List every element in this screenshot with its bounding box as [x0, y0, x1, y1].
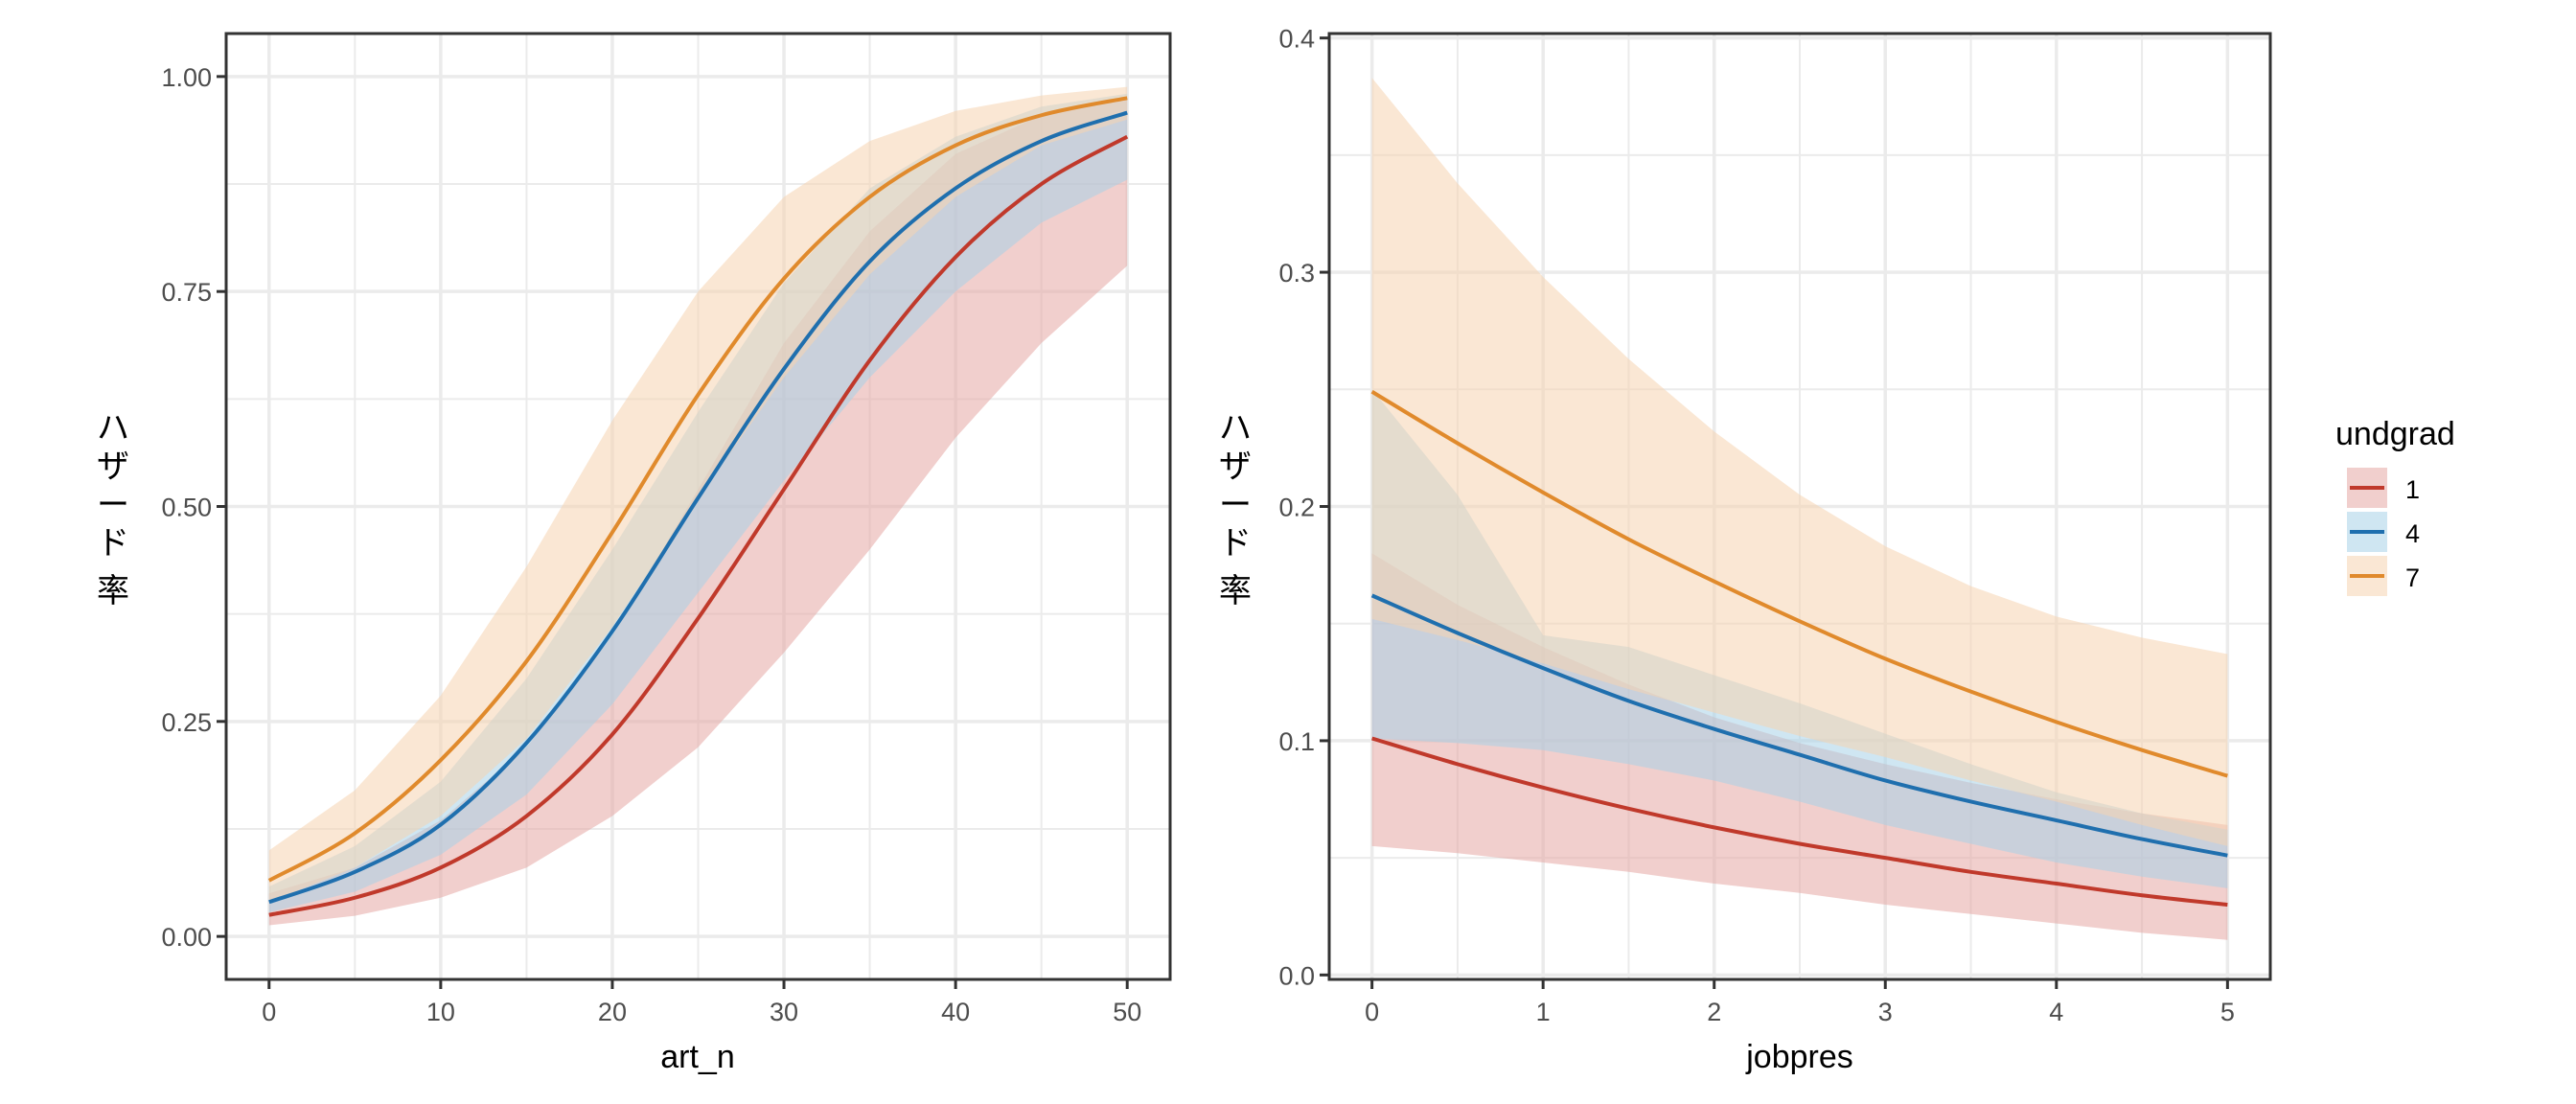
left-y-tick-label: 0.75: [161, 278, 212, 307]
left-x-tick-label: 30: [770, 998, 798, 1026]
left-x-tick-label: 20: [598, 998, 627, 1026]
legend-label: 7: [2405, 564, 2420, 592]
left-ylabel-char-2: ザ: [97, 448, 129, 486]
left-ci-ribbon-undgrad-4: [268, 93, 1128, 913]
legend-item-1: 1: [2347, 468, 2420, 508]
right-y-tick-label: 0.3: [1278, 259, 1315, 288]
right-ylabel-char-3: ー: [1219, 486, 1252, 524]
left-ylabel-char-4: ド: [97, 524, 129, 563]
right-x-tick-label: 5: [2220, 998, 2235, 1026]
legend-item-7: 7: [2347, 556, 2420, 596]
right-ci-ribbon-undgrad-7: [1371, 78, 2228, 846]
right-line-undgrad-7: [1370, 390, 2228, 778]
left-panel: 0 10 20 30 40 50 0.00 0.25 0.50 0.75 1.00: [161, 32, 1172, 1026]
right-x-tick-label: 3: [1878, 998, 1893, 1026]
legend-title: undgrad: [2335, 416, 2455, 452]
left-x-axis-title: art_n: [660, 1039, 735, 1075]
right-ylabel-char-4: ド: [1219, 524, 1252, 563]
left-y-tick-label: 0.25: [161, 708, 212, 737]
right-y-tick-label: 0.1: [1278, 727, 1315, 756]
right-y-tick-label: 0.2: [1278, 494, 1315, 522]
legend-label: 4: [2405, 519, 2420, 548]
left-x-tick-label: 50: [1113, 998, 1141, 1026]
right-line-undgrad-1: [1371, 736, 2228, 908]
legend-label: 1: [2405, 475, 2420, 504]
left-line-undgrad-7: [267, 96, 1128, 883]
right-line-undgrad-4: [1370, 593, 2228, 858]
left-line-undgrad-1: [268, 134, 1129, 917]
right-y-tick-label: 0.4: [1278, 25, 1315, 54]
left-x-tick-label: 0: [262, 998, 276, 1026]
right-x-tick-label: 0: [1365, 998, 1379, 1026]
left-x-tick-label: 40: [941, 998, 970, 1026]
right-ylabel-char-1: ハ: [1219, 409, 1252, 448]
left-ylabel-char-3: ー: [97, 486, 129, 524]
left-y-tick-label: 0.00: [161, 923, 212, 952]
right-y-axis-title: ハ ザ ー ド 率: [1219, 409, 1252, 610]
left-x-tick-label: 10: [426, 998, 455, 1026]
right-x-axis-title: jobpres: [1745, 1039, 1853, 1075]
right-y-tick-label: 0.0: [1278, 961, 1315, 990]
left-ylabel-char-1: ハ: [97, 409, 129, 448]
legend-item-4: 4: [2347, 512, 2420, 552]
right-panel: 0 1 2 3 4 5 0.0 0.1 0.2 0.3 0.4: [1278, 25, 2272, 1026]
right-x-tick-label: 1: [1536, 998, 1551, 1026]
left-y-tick-label: 1.00: [161, 63, 212, 92]
right-ylabel-char-2: ザ: [1219, 448, 1252, 486]
right-ylabel-char-5: 率: [1219, 572, 1252, 610]
right-x-tick-label: 4: [2049, 998, 2063, 1026]
legend: undgrad 1 4 7: [2335, 416, 2455, 596]
left-y-tick-label: 0.50: [161, 494, 212, 522]
left-ylabel-char-5: 率: [97, 572, 129, 610]
right-x-tick-label: 2: [1707, 998, 1721, 1026]
left-y-axis-title: ハ ザ ー ド 率: [97, 409, 129, 610]
left-line-undgrad-4: [268, 110, 1128, 905]
